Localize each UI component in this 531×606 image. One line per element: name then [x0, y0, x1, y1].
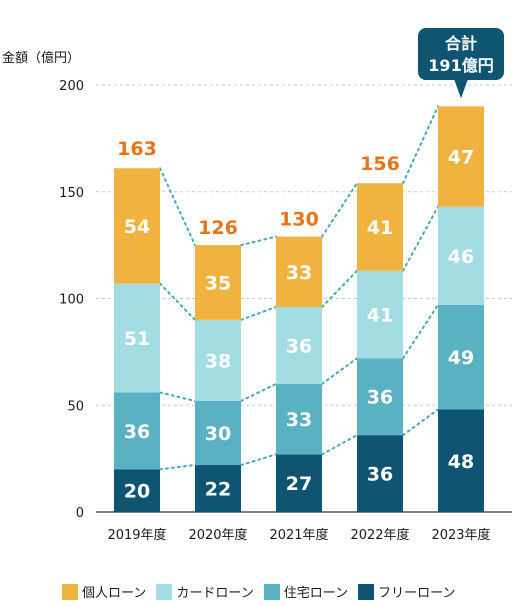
data-label: 33	[286, 409, 312, 431]
legend-swatch	[62, 583, 78, 600]
total-label: 130	[279, 208, 319, 230]
x-tick-label: 2023年度	[431, 527, 490, 543]
connector-line	[321, 357, 358, 385]
data-label: 36	[286, 335, 312, 357]
stacked-bar-chart: 金額（億円） 0 50 100 150 200 20 36 51 54 22 30 38 35 27 33…	[2, 28, 512, 543]
data-label: 49	[448, 347, 474, 369]
connector-line	[402, 205, 439, 272]
bar-segment	[276, 383, 322, 455]
connector-line	[402, 105, 439, 185]
callout-pointer	[454, 79, 468, 99]
connector-line	[240, 382, 277, 402]
bar-segment	[276, 454, 322, 512]
data-label: 46	[448, 246, 474, 268]
legend: 個人ローン カードローン 住宅ローン フリーローン	[62, 582, 465, 601]
legend-swatch	[358, 583, 375, 600]
bar-segment	[195, 400, 241, 466]
x-tick-label: 2022年度	[350, 527, 409, 543]
x-tick-label: 2019年度	[107, 527, 166, 543]
data-label: 48	[448, 451, 474, 473]
y-tick-label: 0	[76, 506, 84, 521]
y-axis-label: 金額（億円）	[2, 50, 80, 66]
data-label: 36	[124, 421, 150, 443]
x-axis: 2019年度 2020年度 2021年度 2022年度 2023年度	[107, 527, 490, 543]
data-label: 35	[205, 272, 231, 294]
bar-segment	[195, 319, 241, 401]
y-tick-label: 200	[59, 79, 84, 94]
bar-segment	[195, 465, 241, 512]
bar-segment	[276, 236, 322, 308]
total-label: 156	[360, 153, 400, 175]
x-tick-label: 2020年度	[188, 527, 247, 543]
connector-line	[159, 464, 196, 471]
bar-segment	[114, 283, 160, 393]
bar-segment	[438, 106, 484, 207]
bar-segment	[276, 307, 322, 384]
total-callout: 合計 191億円	[418, 28, 504, 99]
bars: 20 36 51 54 22 30 38 35 27 33 36 33 36 36 41 41 48 49 46 47	[114, 106, 484, 512]
data-label: 20	[124, 481, 150, 503]
connector-line	[159, 391, 196, 402]
x-tick-label: 2021年度	[269, 527, 328, 543]
y-axis: 0 50 100 150 200	[59, 79, 84, 521]
y-tick-label: 150	[59, 186, 84, 201]
bar-segment	[114, 469, 160, 512]
connector-line	[321, 269, 358, 309]
legend-item: 個人ローン	[62, 582, 146, 601]
callout-box	[418, 28, 504, 80]
connector-lines	[159, 105, 439, 471]
data-label: 41	[367, 305, 393, 327]
bar-segment	[357, 358, 403, 436]
connector-line	[321, 182, 358, 238]
callout-line1: 合計	[445, 34, 477, 53]
bar-segment	[357, 435, 403, 512]
data-label: 41	[367, 217, 393, 239]
bar-segment	[357, 270, 403, 359]
bar-segment	[357, 183, 403, 271]
connector-line	[321, 434, 358, 456]
data-label: 51	[124, 328, 150, 350]
bar-segment	[114, 168, 160, 284]
legend-swatch	[156, 583, 173, 600]
legend-item: 住宅ローン	[263, 582, 349, 601]
connector-line	[402, 408, 439, 437]
data-label: 27	[286, 473, 312, 495]
total-label: 163	[117, 138, 157, 160]
connector-line	[402, 303, 439, 360]
connector-line	[159, 282, 196, 321]
data-label: 54	[124, 216, 150, 238]
connector-line	[240, 235, 277, 247]
data-label: 38	[205, 350, 231, 372]
legend-swatch	[263, 583, 280, 600]
data-label: 36	[367, 387, 393, 409]
data-label: 33	[286, 262, 312, 284]
legend-label: 個人ローン	[82, 586, 147, 601]
connector-line	[240, 453, 277, 467]
legend-item: カードローン	[156, 582, 254, 601]
bar-segment	[195, 245, 241, 320]
bar-segment	[114, 392, 160, 470]
data-label: 22	[205, 479, 231, 501]
bar-segment	[438, 206, 484, 305]
data-label: 30	[205, 423, 231, 445]
y-tick-label: 100	[59, 293, 84, 308]
connector-line	[240, 306, 277, 321]
data-label: 47	[448, 147, 474, 169]
bar-segment	[438, 409, 484, 512]
legend-label: カードローン	[176, 586, 254, 601]
total-label: 126	[198, 217, 238, 239]
callout-line2: 191億円	[428, 56, 493, 75]
data-label: 36	[367, 464, 393, 486]
y-tick-label: 50	[67, 399, 84, 414]
legend-item: フリーローン	[358, 582, 455, 601]
legend-label: 住宅ローン	[283, 586, 349, 601]
bar-segment	[438, 304, 484, 410]
legend-label: フリーローン	[378, 586, 456, 601]
totals: 163 126 130 156	[117, 138, 400, 239]
connector-line	[159, 167, 196, 247]
